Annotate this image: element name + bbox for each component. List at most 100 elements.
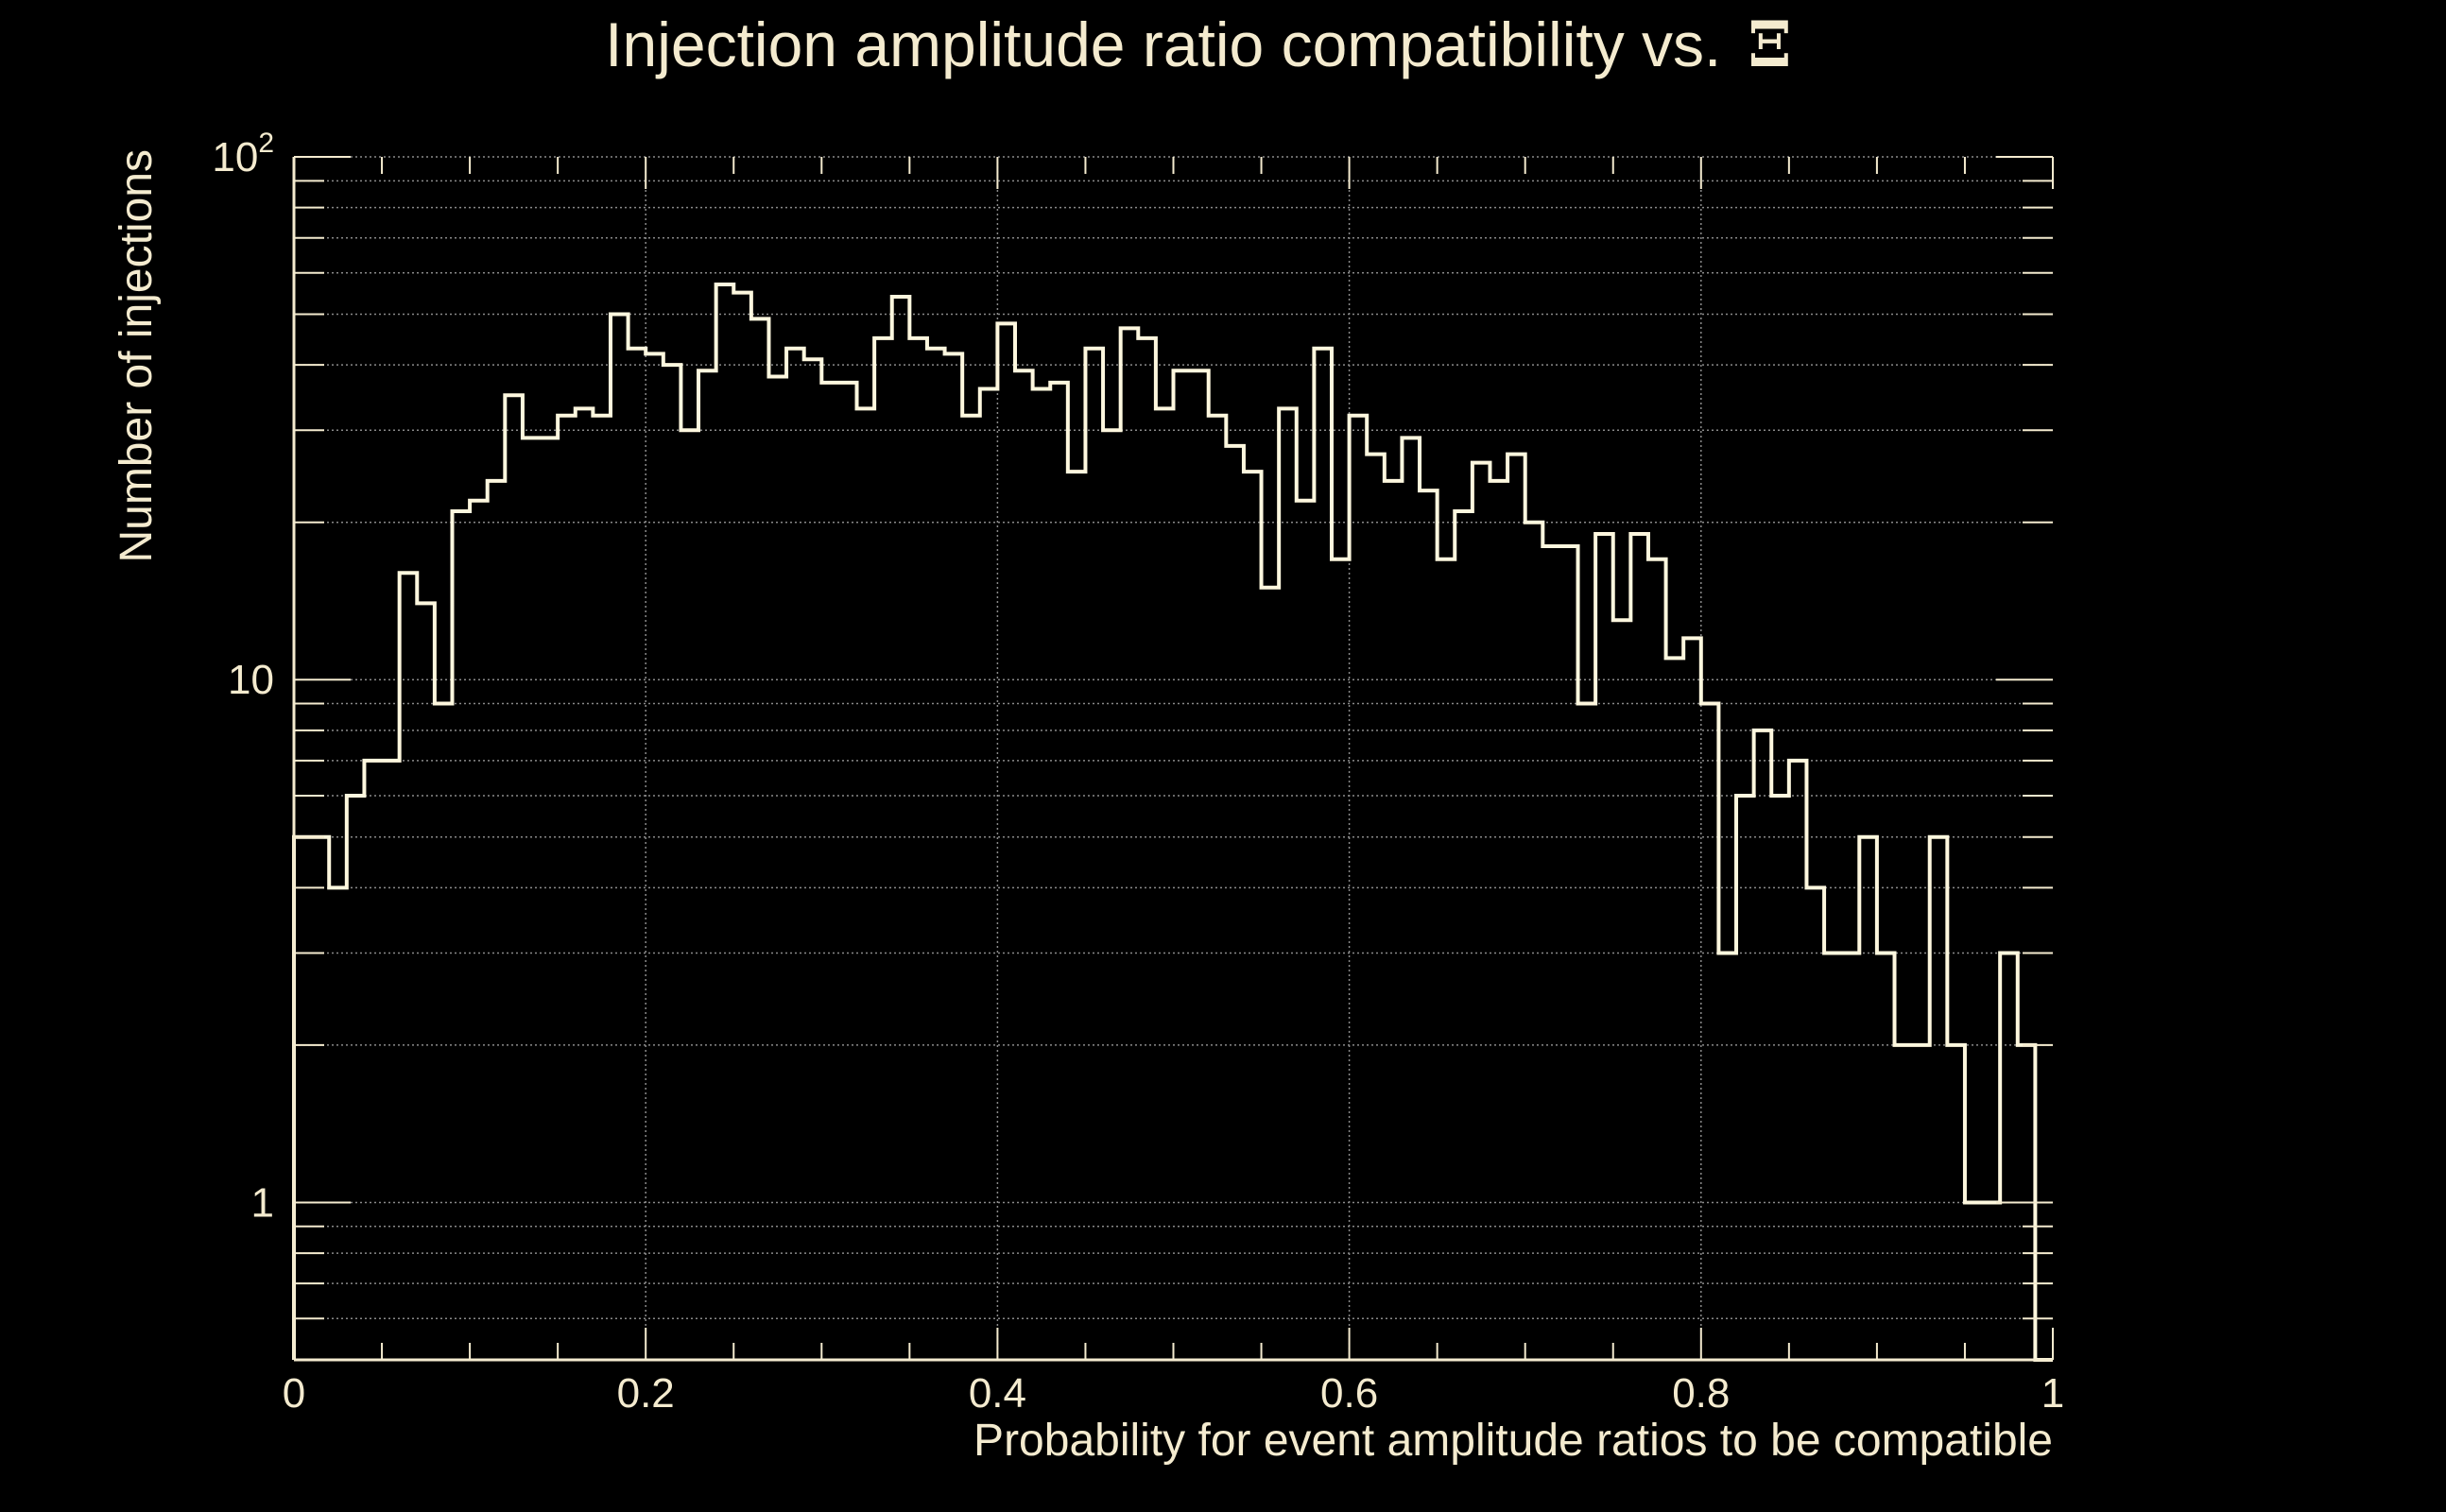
histogram-bin	[698, 370, 716, 1360]
histogram-bin	[768, 376, 786, 1360]
histogram-bin	[382, 761, 400, 1360]
histogram-bin	[1438, 559, 1456, 1360]
x-tick-label: 0	[283, 1370, 305, 1417]
histogram-bin	[839, 383, 857, 1360]
y-tick-label: 10	[228, 657, 274, 703]
x-axis-title: Probability for event amplitude ratios t…	[973, 1416, 2053, 1466]
histogram-bin	[523, 438, 541, 1360]
histogram-bin	[541, 438, 559, 1360]
histogram-bin	[1209, 416, 1227, 1360]
histogram-bin	[927, 349, 945, 1360]
histogram-bin	[1718, 954, 1736, 1360]
histogram-bin	[1877, 954, 1895, 1360]
histogram-bin	[1736, 796, 1754, 1360]
histogram-bin	[505, 395, 523, 1360]
histogram-bin	[629, 349, 646, 1360]
histogram-bin	[733, 293, 751, 1360]
histogram-bin	[1314, 349, 1332, 1360]
histogram-bin	[312, 837, 330, 1360]
histogram-bin	[435, 704, 453, 1360]
grid	[294, 156, 2053, 1361]
histogram-bin	[294, 837, 312, 1360]
histogram-bin	[1806, 887, 1824, 1360]
histogram-bin	[1262, 588, 1280, 1360]
histogram-bin	[417, 603, 435, 1360]
histogram-bin	[1965, 1202, 1983, 1360]
histogram-bin	[1174, 370, 1192, 1360]
y-tick-label-base: 10	[228, 657, 274, 703]
histogram-bin	[1701, 704, 1719, 1360]
histogram-bin	[945, 353, 963, 1360]
histogram-bin	[892, 297, 910, 1360]
histogram-bin	[1191, 370, 1209, 1360]
histogram-bin	[364, 761, 382, 1360]
histogram-bin	[1789, 761, 1807, 1360]
histogram-bin	[470, 501, 488, 1360]
histogram-bin	[1015, 370, 1033, 1360]
histogram-bin	[1754, 730, 1772, 1360]
histogram-bin	[1402, 438, 1420, 1360]
x-tick-label: 0.6	[1320, 1370, 1378, 1417]
histogram-bin	[1560, 546, 1578, 1360]
histogram-bin	[2000, 954, 2018, 1360]
histogram-bin	[804, 359, 822, 1360]
histogram-bin	[488, 481, 506, 1360]
histogram-outline	[292, 283, 2053, 1362]
histogram-bin	[1350, 416, 1368, 1360]
histogram-bin	[329, 887, 347, 1360]
y-tick-label-base: 10	[212, 134, 258, 180]
histogram-bin	[1033, 388, 1051, 1360]
histogram-bin	[857, 408, 875, 1360]
histogram-bin	[680, 430, 698, 1360]
histogram-bin	[1507, 455, 1525, 1360]
histogram-bin	[1859, 837, 1877, 1360]
y-axis-title: Number of injections	[112, 149, 162, 563]
histogram-bin	[1947, 1045, 1965, 1360]
histogram-bin	[1085, 349, 1103, 1360]
histogram-bin	[646, 353, 663, 1360]
histogram-bin	[1068, 472, 1086, 1360]
chart-title: Injection amplitude ratio compatibility …	[605, 8, 1792, 81]
histogram-bin	[452, 511, 470, 1360]
histogram-bin	[1420, 490, 1438, 1360]
histogram-bin	[593, 416, 611, 1360]
histogram-bin	[1648, 559, 1666, 1360]
histogram-bin	[1490, 481, 1507, 1360]
x-tick-label: 0.2	[617, 1370, 675, 1417]
histogram-bin	[1103, 430, 1121, 1360]
histogram-bin	[874, 338, 892, 1360]
x-ticks: 0 0.2 0.4 0.6 0.8 1	[283, 157, 2064, 1417]
histogram-bin	[1279, 408, 1297, 1360]
y-tick-label: 1	[251, 1179, 274, 1226]
histogram-bin	[576, 408, 594, 1360]
histogram-bin	[1683, 638, 1701, 1360]
histogram-bin	[821, 383, 839, 1360]
histogram-bin	[611, 315, 629, 1360]
histogram-bin	[1983, 1202, 2001, 1360]
histogram-bin	[962, 416, 980, 1360]
histogram-bin	[400, 573, 418, 1360]
histogram-bin	[1332, 559, 1350, 1360]
histogram-bin	[1156, 408, 1174, 1360]
histogram-bin	[1473, 463, 1490, 1360]
histogram-bin	[1455, 511, 1473, 1360]
histogram-bin	[716, 284, 734, 1360]
histogram-bin	[1121, 328, 1139, 1360]
chart-title-symbol: Ξ	[1748, 8, 1791, 81]
histogram-bin	[1297, 501, 1315, 1360]
histogram-bin	[1842, 954, 1860, 1360]
histogram-bin	[1666, 658, 1684, 1360]
histogram-bin	[1613, 620, 1631, 1360]
histogram-bin	[997, 323, 1015, 1360]
histogram-bin	[1050, 383, 1068, 1360]
histogram-bin	[1912, 1045, 1930, 1360]
chart-title-text: Injection amplitude ratio compatibility …	[605, 9, 1721, 79]
y-tick-label-exponent: 2	[258, 128, 274, 159]
histogram-bin	[1930, 837, 1948, 1360]
histogram-bin	[347, 796, 365, 1360]
histogram-bin	[786, 349, 804, 1360]
histogram-bin	[1244, 472, 1262, 1360]
